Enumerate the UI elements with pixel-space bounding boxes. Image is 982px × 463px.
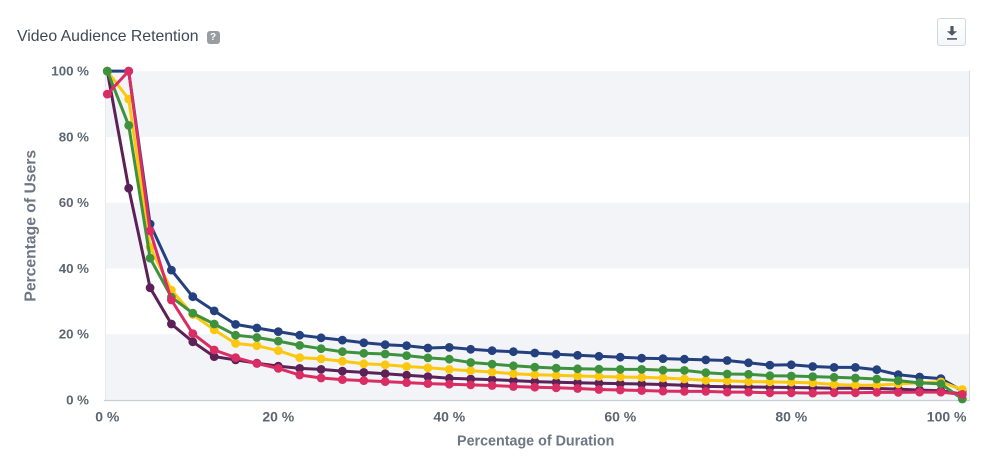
svg-text:100 %: 100 % — [927, 409, 967, 425]
svg-text:100 %: 100 % — [51, 64, 89, 79]
svg-text:20 %: 20 % — [262, 409, 294, 425]
svg-text:0 %: 0 % — [95, 409, 120, 425]
svg-text:40 %: 40 % — [59, 261, 89, 276]
svg-text:40 %: 40 % — [433, 409, 465, 425]
svg-text:80 %: 80 % — [775, 409, 807, 425]
svg-text:0 %: 0 % — [66, 393, 89, 408]
svg-text:60 %: 60 % — [59, 195, 89, 210]
svg-text:Percentage of Users: Percentage of Users — [22, 150, 39, 302]
svg-text:Percentage of Duration: Percentage of Duration — [457, 434, 614, 450]
svg-text:20 %: 20 % — [59, 327, 89, 342]
svg-text:80 %: 80 % — [59, 129, 89, 144]
svg-text:60 %: 60 % — [604, 409, 636, 425]
